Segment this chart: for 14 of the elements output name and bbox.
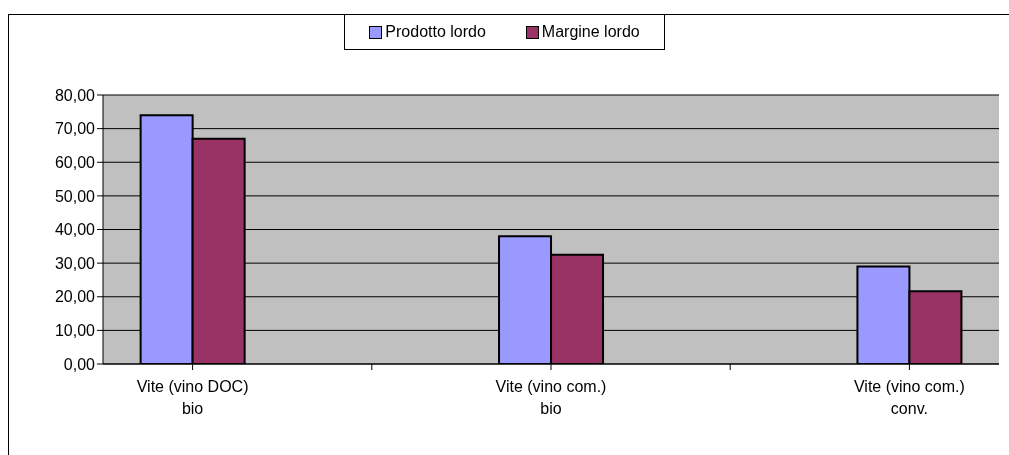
y-tick-label: 60,00 (54, 153, 96, 171)
y-tick-label: 0,00 (63, 355, 96, 373)
y-tick-label: 30,00 (54, 254, 96, 272)
x-tick-label: Vite (vino DOC) bio (136, 378, 249, 417)
y-tick-label: 40,00 (54, 221, 96, 239)
y-tick-label: 50,00 (54, 187, 96, 205)
y-tick-label: 70,00 (54, 120, 96, 138)
legend-label: Margine lordo (540, 23, 640, 41)
y-tick-label: 10,00 (54, 322, 96, 340)
legend-label: Prodotto lordo (384, 23, 486, 41)
x-tick-label: Vite (vino com.) conv. (853, 378, 965, 417)
y-tick-label: 20,00 (54, 288, 96, 306)
x-tick-label: Vite (vino com.) bio (495, 378, 607, 417)
y-tick-label: 80,00 (54, 86, 96, 104)
